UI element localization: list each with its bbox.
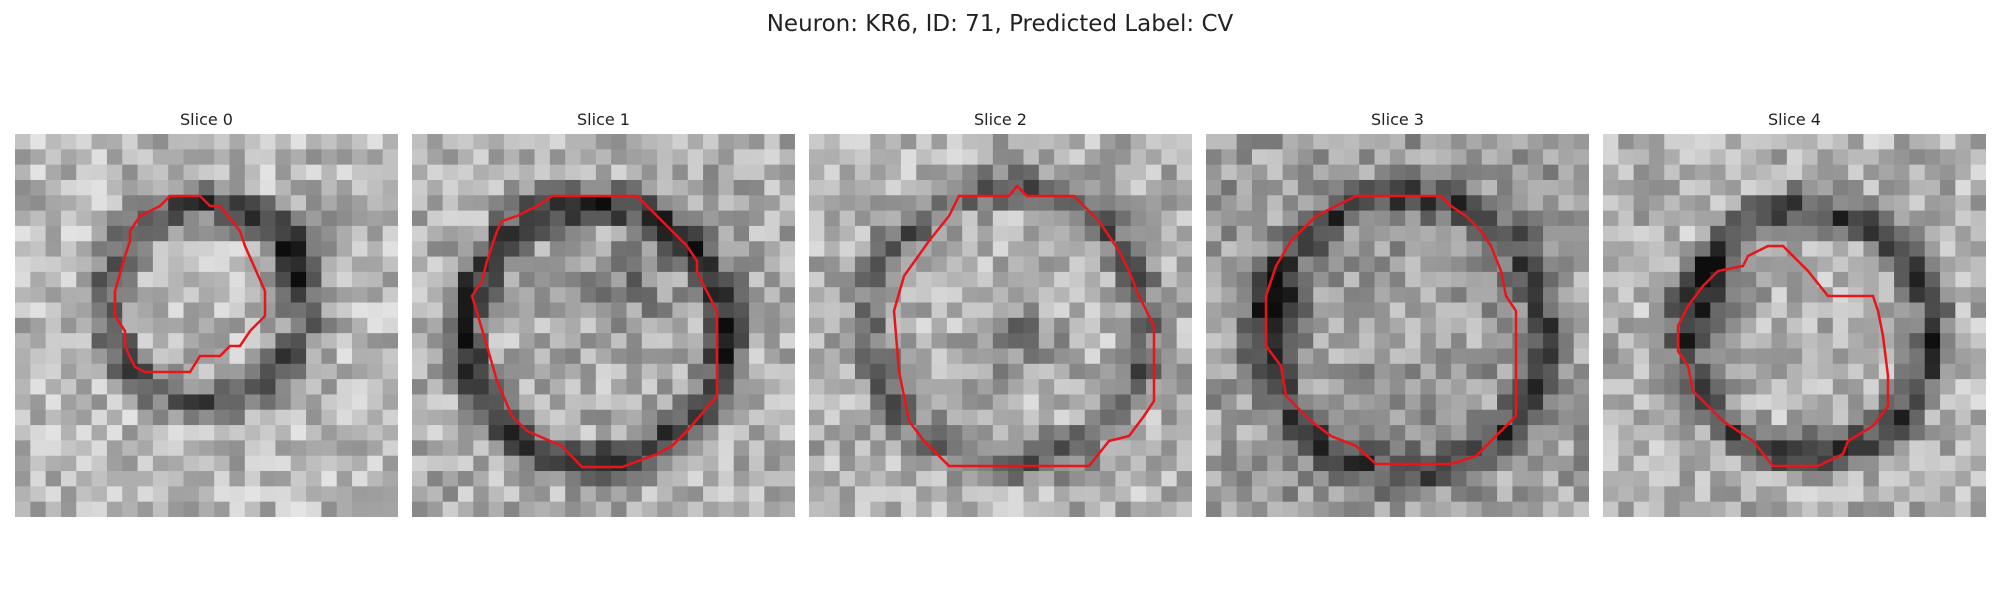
slice-4-title: Slice 4 bbox=[1768, 110, 1821, 129]
slice-1-title: Slice 1 bbox=[577, 110, 630, 129]
slice-0-image bbox=[15, 134, 398, 517]
slice-1-svg bbox=[412, 134, 795, 517]
slice-2-contour bbox=[892, 184, 1156, 468]
slice-2-pixels bbox=[809, 134, 1192, 517]
slice-1-image bbox=[412, 134, 795, 517]
slice-4-contour bbox=[1676, 244, 1890, 468]
slice-0-svg bbox=[15, 134, 398, 517]
slice-0-title: Slice 0 bbox=[180, 110, 233, 129]
slice-4-svg bbox=[1603, 134, 1986, 517]
figure-title: Neuron: KR6, ID: 71, Predicted Label: CV bbox=[766, 11, 1234, 37]
slice-4-image bbox=[1603, 134, 1986, 517]
slice-4-pixels bbox=[1603, 134, 1986, 517]
slice-3-contour bbox=[1264, 194, 1518, 466]
slice-2-image bbox=[809, 134, 1192, 517]
slice-3-image bbox=[1206, 134, 1589, 517]
slice-3-title: Slice 3 bbox=[1371, 110, 1424, 129]
slice-3-pixels bbox=[1206, 134, 1589, 517]
slice-1-contour bbox=[470, 194, 719, 469]
slice-3-svg bbox=[1206, 134, 1589, 517]
slice-0-contour bbox=[113, 194, 267, 374]
slice-2-title: Slice 2 bbox=[974, 110, 1027, 129]
slice-0-pixels bbox=[15, 134, 398, 517]
slice-2-svg bbox=[809, 134, 1192, 517]
slice-1-pixels bbox=[412, 134, 795, 517]
